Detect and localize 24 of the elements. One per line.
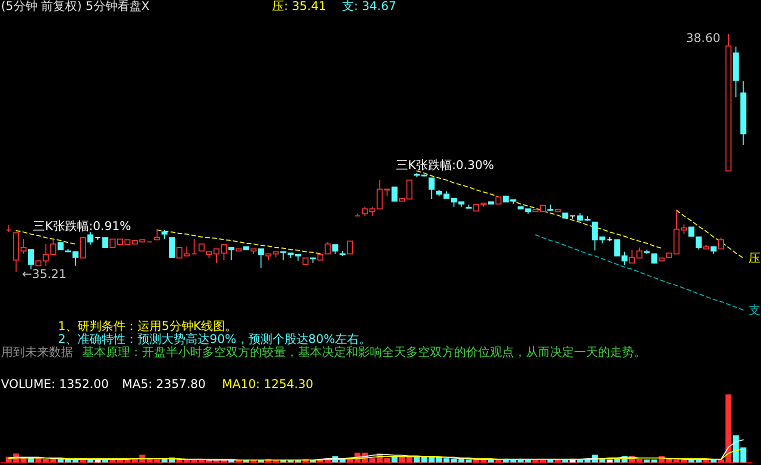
candlestick (718, 237, 724, 250)
candlestick (347, 240, 354, 254)
candlestick (392, 186, 398, 202)
text: 2、准确特性：预测大势高达90%，预测个股达80%左右。 (58, 332, 371, 346)
text: MA10: 1254.30 (222, 377, 314, 391)
candlestick (80, 237, 86, 259)
chart-title: (5分钟 前复权) 5分钟看盘X (1, 0, 150, 13)
candlestick (102, 237, 108, 248)
annotation: 38.60 (686, 31, 720, 45)
candlestick (332, 244, 338, 254)
text: 基本原理：开盘半小时多空双方的较量，基本决定和影响全天多空双方的价位观点，从而决定一天的走势。 (82, 345, 646, 359)
series-label: 支 (748, 303, 760, 317)
series-label: 压 (748, 251, 760, 266)
candlestick (28, 249, 34, 270)
annotation: 三K张跌幅:0.91% (33, 219, 132, 233)
text: VOLUME: 1352.00 (1, 377, 109, 391)
candlestick (87, 232, 94, 246)
text: 用到未来数据 (1, 345, 73, 359)
text: 支: 34.67 (342, 0, 396, 13)
annotation: 三K张跌幅:0.30% (396, 158, 494, 172)
text: 压: 35.41 (272, 0, 326, 13)
text: MA5: 2357.80 (122, 377, 206, 391)
annotation: ←35.21 (22, 267, 66, 281)
text: 1、研判条件：运用5分钟K线图。 (58, 319, 238, 333)
